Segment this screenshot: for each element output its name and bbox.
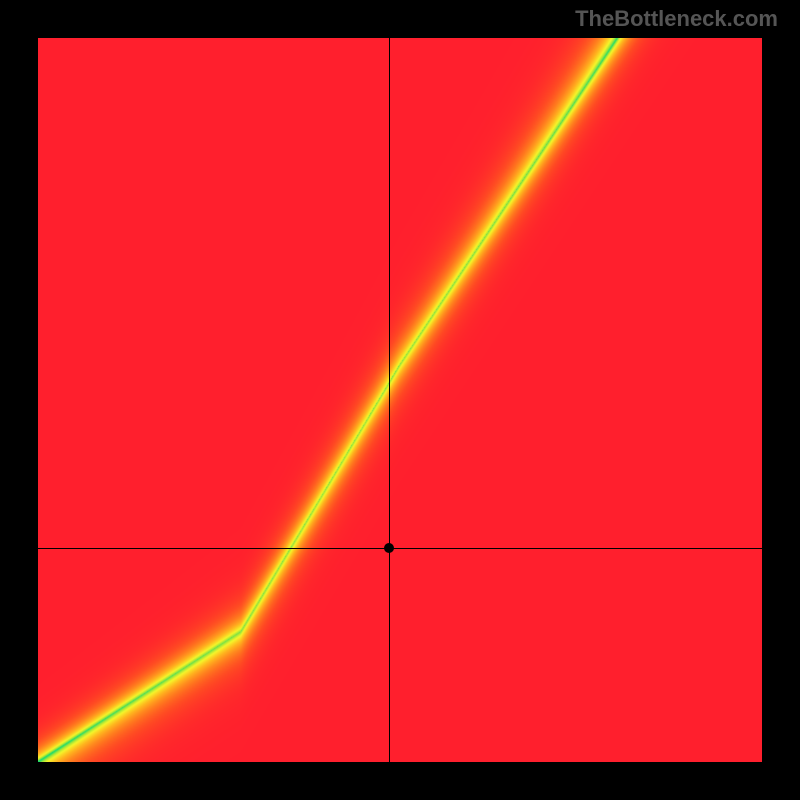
watermark-text: TheBottleneck.com (575, 6, 778, 32)
marker-dot (384, 543, 394, 553)
heatmap-canvas (38, 38, 762, 762)
crosshair-horizontal (38, 548, 762, 549)
plot-area (38, 38, 762, 762)
crosshair-vertical (389, 38, 390, 762)
